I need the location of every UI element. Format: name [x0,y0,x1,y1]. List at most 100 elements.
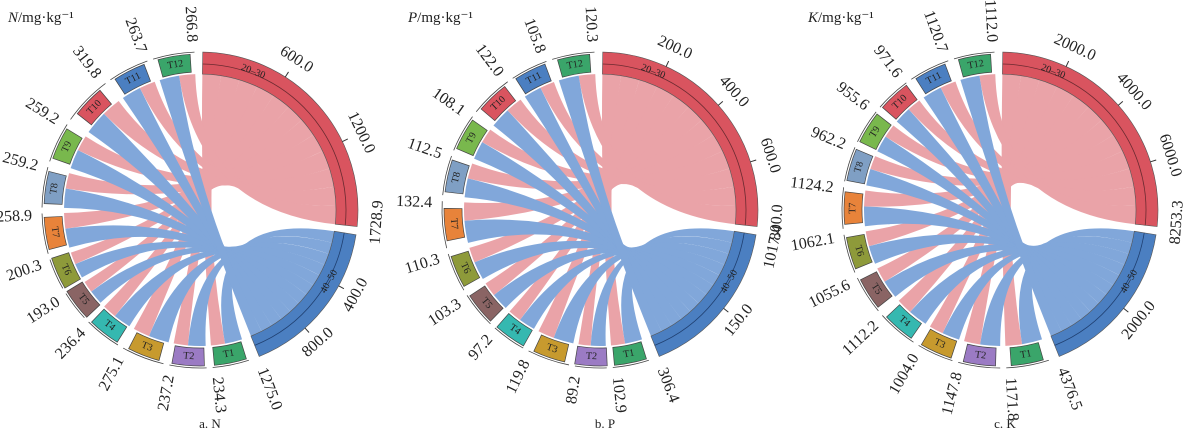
treatment-name-T8: T8 [450,171,463,184]
treatment-box-T11 [915,63,952,95]
group-arc-20-30 [1002,51,1159,227]
treatment-name-T7: T7 [49,226,62,239]
treatment-box-T6 [846,233,873,270]
treatment-name-T1: T1 [1019,348,1032,361]
panel-title: P/mg·kg⁻¹ [407,10,473,26]
treatment-name-T8: T8 [48,182,60,195]
treatment-box-T8 [444,159,470,195]
treatment-value-T5: 1055.6 [806,277,853,312]
tick-label: 6000.0 [1156,132,1186,179]
chord-panel-K: 20–3040–502000.04000.06000.08253.32000.0… [789,0,1186,431]
group-arc-40-50 [650,230,757,357]
treatment-value-T3: 119.8 [503,357,534,396]
treatment-name-T9: T9 [60,140,75,155]
treatment-name-T1: T1 [622,347,635,360]
treatment-bracket [843,234,856,273]
extra-total-label: 1017.4 [760,224,786,271]
ribbon-blue-T10 [88,113,282,326]
treatment-box-T6 [51,252,81,289]
ribbon-red-T6 [469,106,702,263]
treatment-value-T9: 955.6 [833,79,872,114]
treatment-value-T12: 1112.0 [981,0,1000,43]
treatment-bracket [453,116,473,151]
tick-label: 800.0 [299,324,337,361]
treatment-bracket [49,124,68,162]
treatment-value-T12: 120.3 [582,6,601,43]
treatment-box-T3 [128,332,165,361]
ribbon-red-T12 [179,74,336,225]
tick-mark [1118,100,1124,106]
panel-caption: c. K [994,416,1016,431]
treatment-box-T6 [450,250,481,287]
ribbon-blue-T12 [558,75,662,337]
treatment-box-T11 [515,63,552,95]
group-axis-20-30 [202,63,347,226]
treatment-bracket [612,359,649,368]
treatment-name-T4: T4 [897,314,913,330]
treatment-bracket [110,60,148,81]
treatment-bracket [494,327,524,349]
treatment-value-T6: 1062.1 [790,230,836,254]
tick-mark [665,60,670,67]
group-total-40-50: 306.4 [654,365,683,405]
ribbon-blue-T3 [149,242,329,343]
ribbon-blue-T3 [553,242,729,344]
ribbon-blue-T7 [864,206,1107,304]
ribbon-blue-T7 [65,225,307,304]
treatment-box-T12 [957,53,993,78]
panel-caption: b. P [595,416,615,431]
treatment-name-T12: T12 [967,58,985,71]
tick-label: 400.0 [716,72,753,110]
tick-mark [718,100,724,106]
group-total-20-30: 1728.9 [367,200,387,245]
ribbon-blue-T6 [474,240,714,295]
tick-mark [342,138,349,143]
treatment-box-T2 [574,345,608,367]
treatment-value-T1: 102.9 [609,376,629,413]
treatment-value-T6: 110.3 [403,251,442,278]
treatment-name-T4: T4 [102,318,118,334]
treatment-box-T8 [846,148,874,185]
treatment-box-T12 [557,53,592,78]
treatment-name-T5: T5 [479,295,495,311]
treatment-box-T10 [76,89,112,126]
treatment-bracket [212,359,249,368]
group-total-40-50: 4376.5 [1054,365,1086,412]
tick-label: 1200.0 [344,109,378,156]
treatment-value-T3: 1004.0 [886,351,923,398]
treatment-box-T2 [171,345,205,367]
treatment-name-T1: T1 [222,347,235,360]
ribbon-blue-T2 [980,236,1133,346]
ribbon-blue-T11 [923,87,1072,332]
treatment-name-T5: T5 [869,281,884,296]
treatment-box-T9 [456,119,488,157]
treatment-value-T8: 259.2 [1,149,40,175]
ribbon-red-T8 [467,134,723,190]
treatment-bracket [169,364,207,369]
treatment-bracket [552,51,595,60]
tick-label: 200.0 [655,32,695,63]
tick-label: 600.0 [757,136,784,175]
tick-mark [1123,307,1129,313]
treatment-name-T6: T6 [458,261,473,276]
ribbon-red-T5 [485,95,689,296]
tick-mark [1150,159,1157,163]
ribbon-red-T10 [507,99,735,192]
treatment-name-T9: T9 [868,124,883,139]
treatment-bracket [958,361,1001,369]
group-total-20-30: 800.0 [767,204,786,241]
ribbon-blue-T6 [868,234,1114,295]
ribbons [463,74,736,346]
treatment-name-T2: T2 [974,349,986,361]
treatment-bracket [844,147,856,182]
treatment-bracket [841,187,845,229]
treatment-bracket [1006,359,1049,369]
treatment-name-T3: T3 [932,337,947,352]
treatment-value-T2: 89.2 [563,375,584,405]
tick-mark [723,307,729,313]
treatment-bracket [528,350,570,366]
treatment-value-T12: 266.8 [182,6,201,43]
group-arc-40-50 [1050,230,1157,357]
